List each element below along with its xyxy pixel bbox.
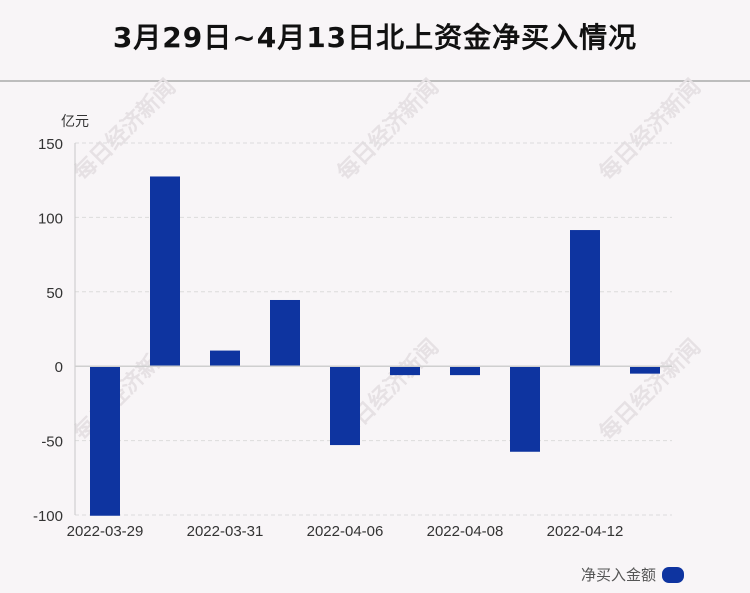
title-divider: [0, 80, 750, 82]
x-tick-label: 2022-03-31: [187, 523, 264, 540]
watermark: 每日经济新闻: [594, 74, 706, 186]
x-tick-label: 2022-03-29: [67, 523, 144, 540]
y-tick-label: -50: [41, 434, 63, 451]
bar: [270, 299, 300, 367]
watermark: 每日经济新闻: [332, 74, 444, 186]
x-tick-label: 2022-04-06: [307, 523, 384, 540]
y-axis-unit: 亿元: [61, 114, 89, 130]
y-tick-label: 0: [55, 359, 63, 376]
watermark: 每日经济新闻: [594, 334, 706, 446]
bar: [570, 230, 600, 367]
watermark: 每日经济新闻: [69, 74, 181, 186]
bar: [510, 366, 540, 452]
legend-label: 净买入金额: [580, 566, 656, 584]
bar: [150, 176, 180, 367]
legend: 净买入金额: [581, 564, 684, 585]
legend-swatch: [662, 566, 684, 583]
bar: [210, 350, 240, 367]
y-tick-label: 100: [38, 210, 63, 227]
bar: [90, 366, 120, 516]
bar: [330, 366, 360, 446]
chart-title: 3月29日~4月13日北上资金净买入情况: [112, 21, 638, 54]
x-tick-label: 2022-04-12: [547, 523, 624, 540]
y-tick-label: 50: [46, 285, 63, 302]
bar: [630, 366, 660, 374]
bar: [450, 366, 480, 376]
bar: [390, 366, 420, 376]
y-tick-label: -100: [33, 508, 63, 525]
x-tick-label: 2022-04-08: [427, 523, 504, 540]
y-tick-label: 150: [38, 136, 63, 153]
